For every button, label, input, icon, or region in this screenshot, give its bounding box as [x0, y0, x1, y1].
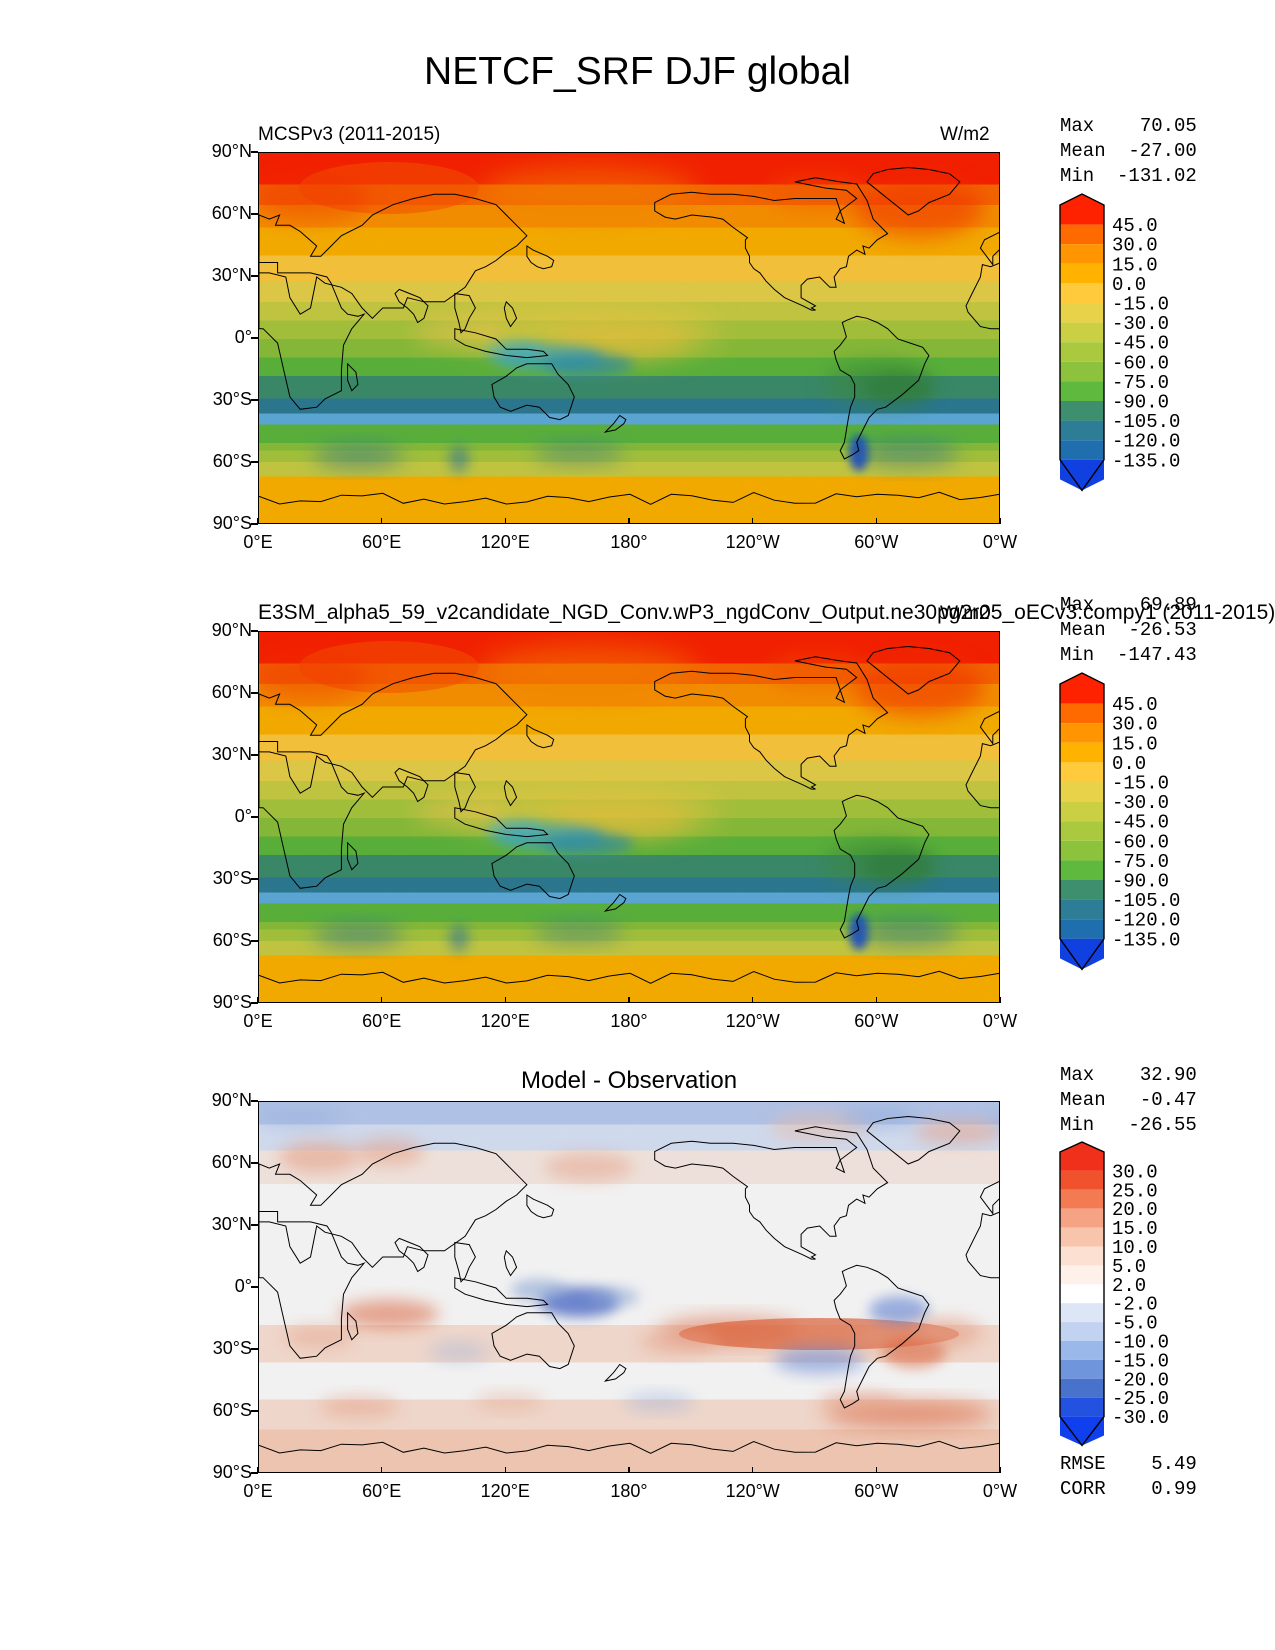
svg-text:-135.0: -135.0: [1112, 929, 1180, 951]
svg-text:-135.0: -135.0: [1112, 450, 1180, 472]
svg-text:-30.0: -30.0: [1112, 1407, 1169, 1429]
